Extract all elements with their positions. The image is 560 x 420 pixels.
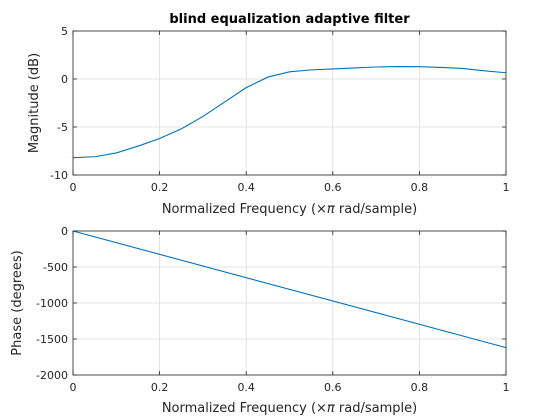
x-tick-label: 1 xyxy=(503,181,510,194)
y-axis-label: Magnitude (dB) xyxy=(27,53,42,153)
x-axis-label-suffix: rad/sample) xyxy=(335,202,417,217)
x-axis-label-math: ×π xyxy=(316,202,335,217)
x-tick-label: 0.8 xyxy=(411,181,429,194)
x-axis-label: Normalized Frequency (×π rad/sample) xyxy=(162,401,417,416)
x-axis-label-suffix: rad/sample) xyxy=(335,401,417,416)
x-axis-label-prefix: Normalized Frequency ( xyxy=(162,401,316,416)
x-axis-label-math: ×π xyxy=(316,401,335,416)
plots: 0 0.2 0.4 0.6 0.8 1 -10 -5 0 5 Normalized Frequenc… xyxy=(10,12,510,416)
y-tick-label: -1000 xyxy=(36,297,68,310)
chart-title: blind equalization adaptive filter xyxy=(169,12,410,27)
y-tick-label: -2000 xyxy=(36,369,68,382)
x-tick-label: 0.6 xyxy=(324,381,342,394)
axes-1: 0 0.2 0.4 0.6 0.8 1 -10 -5 0 5 Normalized Frequenc… xyxy=(27,12,510,217)
x-tick-label: 0.4 xyxy=(237,181,255,194)
axes-2: 0 0.2 0.4 0.6 0.8 1 -2000 -1500 -1000 -500 0 Normal… xyxy=(10,225,510,416)
y-tick-label: 0 xyxy=(61,225,68,238)
x-tick-label: 0 xyxy=(70,181,77,194)
axes-box xyxy=(72,30,507,176)
x-tick-label: 0.6 xyxy=(324,181,342,194)
y-tick-label: 0 xyxy=(61,73,68,86)
series-line xyxy=(72,230,507,349)
y-tick-label: -10 xyxy=(50,169,68,182)
x-axis-label: Normalized Frequency (×π rad/sample) xyxy=(162,202,417,217)
x-tick-label: 0 xyxy=(70,381,77,394)
y-tick-label: 5 xyxy=(61,25,68,38)
y-tick-label: -1500 xyxy=(36,333,68,346)
x-tick-label: 0.4 xyxy=(237,381,255,394)
x-axis-label-prefix: Normalized Frequency ( xyxy=(162,202,316,217)
y-tick-label: -5 xyxy=(57,121,68,134)
y-tick-label: -500 xyxy=(43,261,68,274)
series-line xyxy=(72,65,507,159)
x-tick-label: 1 xyxy=(503,381,510,394)
x-tick-label: 0.2 xyxy=(151,181,169,194)
x-tick-label: 0.8 xyxy=(411,381,429,394)
x-tick-label: 0.2 xyxy=(151,381,169,394)
y-axis-label: Phase (degrees) xyxy=(10,250,25,355)
